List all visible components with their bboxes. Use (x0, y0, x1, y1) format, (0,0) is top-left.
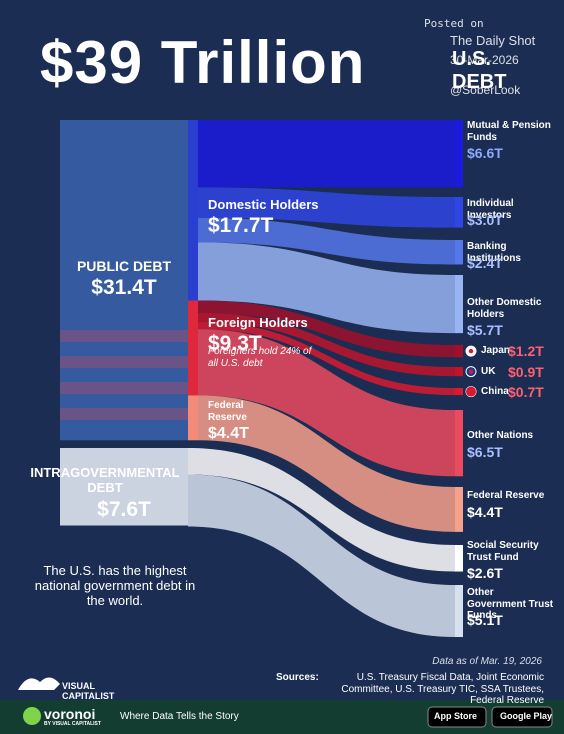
node-value: $31.4T (91, 276, 157, 299)
node-value: $17.7T (208, 214, 274, 237)
flow (188, 474, 455, 638)
callout: The U.S. has the highest national govern… (34, 563, 196, 608)
sources: U.S. Treasury Fiscal Data, Joint Economi… (341, 672, 544, 706)
node-value: $7.6T (97, 498, 151, 521)
flow (198, 321, 455, 396)
note: Data as of Mar. 19, 2026 (432, 656, 542, 667)
node-name: Mutual & Pension Funds (467, 120, 551, 143)
flow (198, 312, 455, 377)
watermark: The Daily Shot (450, 33, 536, 48)
flow (198, 217, 455, 265)
node-name: Federal Reserve (467, 490, 545, 501)
app-store-text: App Store (434, 711, 478, 721)
node-value: $5.7T (467, 322, 503, 338)
node-value: $4.4T (467, 503, 503, 520)
watermark: @SoberLook (450, 83, 521, 97)
node (455, 120, 463, 188)
node-value: $3.0T (467, 211, 503, 228)
node-name: Domestic Holders (208, 197, 319, 212)
flow (198, 300, 455, 358)
node-value: $2.6T (467, 565, 503, 581)
flag (468, 369, 474, 374)
node-value: $0.9T (508, 363, 544, 380)
node-name: Individual Investors (467, 198, 514, 221)
node-value: $1.2T (508, 343, 544, 360)
google-play-text: Google Play (500, 711, 553, 721)
node-name: Banking Institutions (467, 241, 521, 264)
node (188, 395, 198, 441)
node (455, 388, 463, 396)
node-value: $6.5T (467, 443, 503, 460)
node (455, 275, 463, 334)
node (455, 240, 463, 265)
flow (198, 187, 455, 228)
node (60, 120, 188, 441)
node-value: $5.1T (467, 612, 503, 628)
flow (198, 395, 455, 532)
subtitle: U.S. DEBT (452, 48, 507, 93)
flow (198, 329, 455, 477)
node-name: China (481, 385, 509, 397)
node-name: Other Nations (467, 430, 534, 441)
flow (198, 120, 455, 188)
flag (466, 386, 476, 397)
node-value: $4.4T (208, 425, 249, 442)
annotation: Foreigners hold 24% of all U.S. debt (208, 346, 312, 369)
stripe (60, 382, 188, 394)
node-value: $6.6T (467, 145, 503, 161)
app-store-badge[interactable] (427, 706, 487, 728)
node (188, 300, 198, 396)
node-name: Other Government Trust Funds (467, 587, 554, 621)
node (455, 345, 463, 358)
watermark: 30-Mar-2026 (450, 53, 519, 67)
flow (198, 242, 455, 334)
node-name: Other Domestic Holders (467, 297, 542, 320)
watermark: Posted on (424, 17, 484, 30)
node (455, 367, 463, 377)
node-name: Federal Reserve (208, 400, 247, 423)
node (455, 545, 463, 572)
node (455, 487, 463, 532)
title: $39 Trillion (40, 29, 366, 96)
node-name: PUBLIC DEBT (76, 258, 172, 274)
stripe (60, 356, 188, 368)
google-play-badge[interactable] (491, 706, 553, 728)
node-value: $2.4T (467, 254, 503, 271)
node (60, 448, 188, 526)
flag (468, 348, 474, 354)
node (455, 410, 463, 477)
node-name: UK (481, 365, 496, 377)
stripe (60, 330, 188, 342)
node-value: $9.3T (208, 332, 262, 355)
node-name: Foreign Holders (208, 315, 308, 330)
node-name: Japan (481, 345, 510, 357)
node (455, 585, 463, 638)
node (455, 197, 463, 228)
node-value: $0.7T (508, 383, 544, 400)
voronoi-logo (23, 707, 41, 725)
stripe (60, 408, 188, 420)
vc-logo (18, 677, 60, 690)
footer-byline: BY VISUAL CAPITALIST (44, 721, 101, 727)
flow (188, 448, 455, 572)
footer-brand: voronoi (44, 706, 96, 722)
tagline: Where Data Tells the Story (120, 711, 239, 722)
node (188, 120, 198, 301)
brand: VISUAL CAPITALIST (62, 681, 115, 702)
node-name: Social Security Trust Fund (467, 540, 539, 563)
sources-label: Sources: (276, 672, 319, 683)
node-name: INTRAGOVERNMENTAL DEBT (30, 465, 180, 495)
